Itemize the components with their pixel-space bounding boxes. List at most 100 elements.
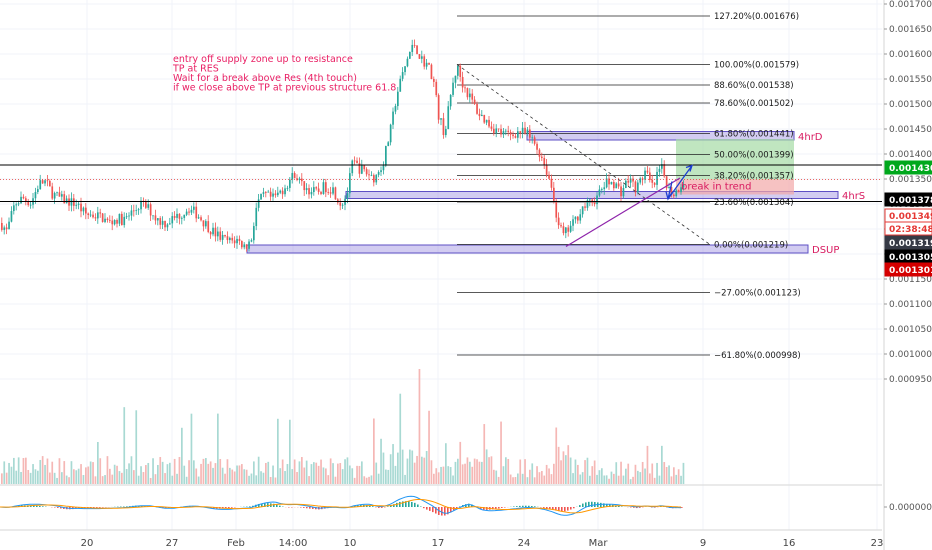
candle-body bbox=[121, 213, 123, 226]
macd-histogram-bar bbox=[411, 501, 413, 507]
candle bbox=[161, 216, 164, 230]
macd-histogram-bar bbox=[501, 507, 503, 508]
volume-bar bbox=[92, 462, 94, 484]
volume-bar bbox=[262, 472, 265, 484]
candle-body bbox=[205, 221, 207, 227]
candle-body bbox=[555, 200, 558, 218]
candle-body bbox=[632, 178, 634, 182]
candle bbox=[469, 88, 471, 103]
candle bbox=[313, 181, 315, 196]
date-tick-label: Feb bbox=[227, 538, 245, 549]
candle-body bbox=[152, 215, 154, 217]
candle-body bbox=[514, 136, 517, 138]
macd-histogram-bar bbox=[303, 507, 305, 508]
candle bbox=[394, 103, 397, 115]
candle bbox=[423, 54, 426, 70]
candle-body bbox=[565, 227, 567, 234]
volume-bar bbox=[190, 413, 193, 484]
volume-bar bbox=[533, 477, 536, 484]
macd-histogram-bar bbox=[306, 507, 308, 509]
candle bbox=[567, 224, 570, 237]
volume-bar bbox=[471, 466, 474, 484]
drawings-layer[interactable] bbox=[0, 64, 882, 248]
candle bbox=[104, 213, 106, 224]
candle bbox=[111, 215, 114, 231]
macd-histogram-bar bbox=[504, 507, 506, 508]
price-tag bbox=[884, 192, 932, 207]
candle bbox=[171, 212, 174, 229]
volume-bar bbox=[353, 477, 356, 484]
candle-body bbox=[106, 218, 109, 220]
volume-bar bbox=[101, 476, 104, 484]
volume-bar bbox=[267, 461, 270, 484]
date-tick-label: 14:00 bbox=[279, 538, 308, 549]
time-axis[interactable]: 20 27 Feb 14:00 10 17 24 Mar 9 16 23 bbox=[81, 538, 884, 549]
volume-bar bbox=[137, 475, 140, 484]
candle bbox=[377, 170, 380, 178]
candle-body bbox=[315, 187, 318, 189]
candle bbox=[641, 176, 644, 186]
volume-bar bbox=[579, 474, 582, 484]
candle bbox=[485, 119, 488, 126]
candle-body bbox=[572, 219, 574, 226]
candle-body bbox=[89, 214, 92, 216]
volume-bar bbox=[545, 464, 548, 484]
candle bbox=[368, 169, 370, 181]
candle bbox=[521, 121, 524, 139]
candle-body bbox=[373, 175, 375, 183]
volume-bar bbox=[473, 458, 476, 484]
volume-bar bbox=[185, 476, 188, 484]
candle-body bbox=[478, 113, 481, 117]
candle-body bbox=[673, 194, 675, 197]
volume-bar bbox=[358, 465, 361, 484]
volume-bar bbox=[632, 476, 634, 484]
candle bbox=[601, 187, 603, 194]
volume-bar bbox=[675, 474, 678, 484]
candle bbox=[113, 219, 116, 226]
candle bbox=[173, 211, 176, 221]
candle-body bbox=[481, 114, 483, 117]
volume-bar bbox=[63, 461, 66, 484]
volume-bar bbox=[565, 455, 567, 484]
volume-bar bbox=[245, 469, 248, 484]
candle-body bbox=[286, 187, 289, 189]
candle-body bbox=[560, 225, 562, 227]
macd-histogram-bar bbox=[555, 507, 557, 511]
fibonacci-retracement[interactable]: 127.20%(0.001676) 100.00%(0.001579) 88.60%… bbox=[457, 12, 801, 361]
candle-body bbox=[471, 93, 474, 100]
volume-bar bbox=[85, 467, 87, 484]
trend-line[interactable] bbox=[565, 177, 681, 248]
candle bbox=[387, 141, 390, 147]
volume-bar bbox=[598, 470, 601, 484]
volume-bar bbox=[339, 463, 342, 484]
volume-bar bbox=[32, 464, 34, 484]
volume-bar bbox=[507, 458, 510, 484]
projection-arrow[interactable] bbox=[665, 164, 694, 201]
candle bbox=[526, 127, 529, 137]
macd-histogram-bar bbox=[369, 505, 371, 507]
candle bbox=[466, 87, 469, 100]
volume-bar bbox=[591, 466, 594, 484]
volume-bar bbox=[603, 475, 606, 484]
fib-trend-line[interactable] bbox=[456, 64, 711, 245]
volume-bar bbox=[500, 421, 502, 484]
volume-bar bbox=[238, 465, 241, 484]
candle bbox=[615, 182, 618, 189]
candle bbox=[452, 77, 454, 98]
candle bbox=[5, 223, 8, 235]
volume-bar bbox=[118, 471, 121, 484]
candle bbox=[82, 206, 85, 216]
macd-histogram-bar bbox=[471, 504, 473, 507]
candle-body bbox=[255, 207, 258, 227]
volume-bar bbox=[457, 458, 459, 484]
candle bbox=[133, 204, 135, 217]
volume-bar bbox=[394, 465, 397, 484]
candle-body bbox=[507, 130, 510, 133]
date-tick-label: 27 bbox=[166, 538, 179, 549]
candle bbox=[25, 196, 27, 206]
candle-body bbox=[406, 58, 409, 67]
candle-body bbox=[581, 206, 584, 215]
candle bbox=[41, 179, 44, 184]
